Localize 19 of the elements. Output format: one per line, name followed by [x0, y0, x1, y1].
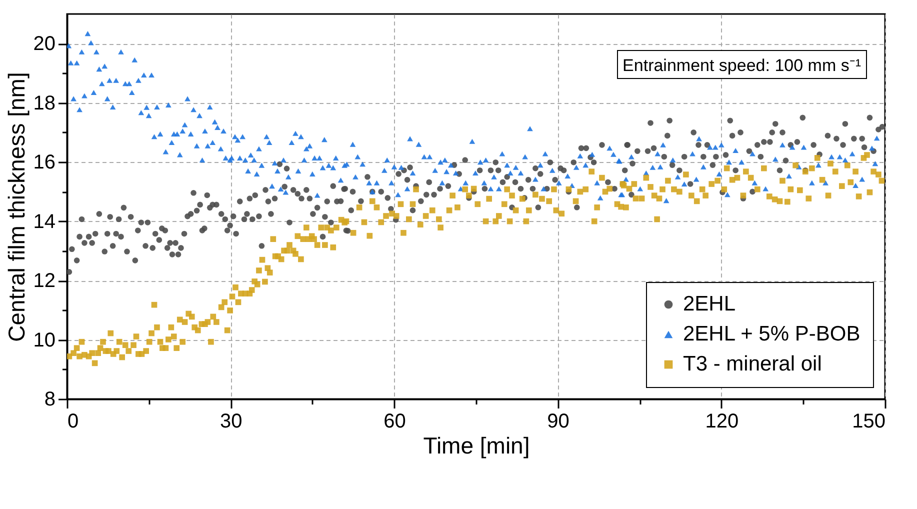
y-tick-label: 12 [33, 270, 56, 292]
x-tick-label: 60 [384, 410, 406, 432]
note-box: Entrainment speed: 100 mm s⁻¹ [616, 50, 867, 79]
y-tick-label: 18 [33, 92, 56, 114]
y-tick-label: 8 [44, 388, 56, 410]
legend-label: 2EHL [683, 292, 736, 316]
y-tick-label: 14 [33, 210, 56, 233]
x-tick-label: 150 [852, 410, 886, 432]
y-tick-label: 16 [33, 152, 56, 174]
x-axis-title: Time [min] [423, 432, 530, 458]
x-tick-label: 120 [705, 410, 739, 432]
y-tick-label: 20 [33, 33, 56, 56]
legend-label: T3 - mineral oil [683, 352, 822, 376]
y-axis-title: Central film thickness [nm] [3, 72, 30, 342]
y-tick-label: 10 [33, 329, 56, 352]
x-tick-label: 90 [547, 410, 570, 432]
legend-label: 2EHL + 5% P-BOB [683, 322, 860, 346]
x-tick-label: 30 [220, 410, 242, 432]
x-tick-label: 0 [68, 410, 79, 432]
